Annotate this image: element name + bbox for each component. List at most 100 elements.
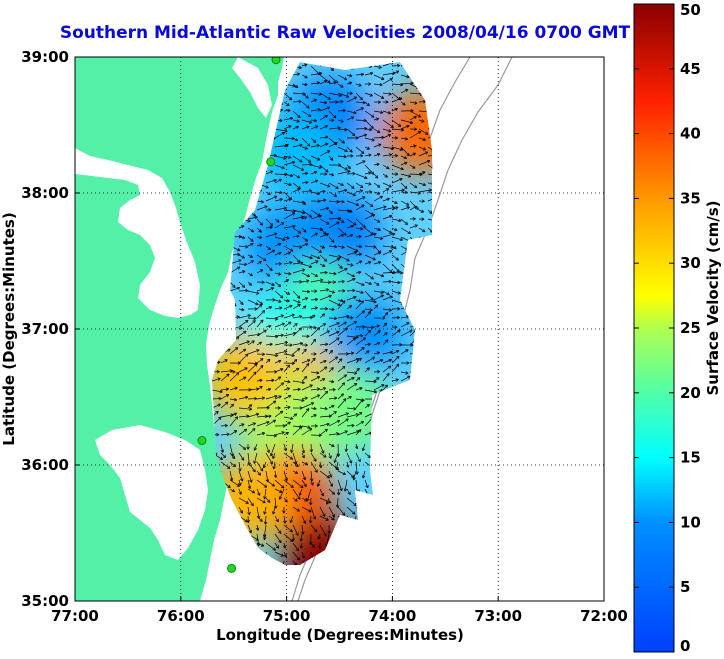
velocity-vector [337,83,344,88]
velocity-vector [373,370,381,374]
velocity-vector [418,199,425,203]
velocity-vector [301,506,312,513]
velocity-vector [337,279,345,284]
velocity-vector [289,515,294,524]
velocity-vector [283,212,296,220]
velocity-vector [355,334,364,338]
velocity-vector [247,340,255,346]
velocity-vector [355,189,364,193]
velocity-vector [319,313,326,319]
velocity-vector [328,404,335,409]
velocity-vector [391,218,402,223]
velocity-vector [301,428,313,436]
velocity-vector [391,177,403,184]
velocity-vector [337,245,345,249]
velocity-vector [418,209,424,213]
velocity-vector [364,329,372,337]
velocity-vector [352,470,357,481]
velocity-vector [319,342,329,347]
velocity-vector [337,119,344,123]
velocity-vector [310,289,318,293]
velocity-vector [391,146,404,151]
velocity-vector [309,443,314,453]
velocity-vector [343,479,348,492]
velocity-vector [301,396,308,400]
velocity-vector [256,358,264,364]
x-tick-label: 75:00 [263,607,311,625]
velocity-vector [391,206,399,211]
velocity-vector [355,260,363,265]
velocity-vector [220,452,227,459]
velocity-vector [427,146,432,152]
colorbar [633,3,675,653]
velocity-vector [427,218,432,223]
velocity-vector [310,394,321,400]
x-axis-label: Longitude (Degrees:Minutes) [216,626,464,644]
velocity-vector [319,366,328,373]
velocity-vector [355,234,362,239]
velocity-vector [283,524,293,533]
velocity-vector [247,272,254,277]
velocity-vector [400,146,410,157]
velocity-vector [310,170,318,175]
velocity-vector [409,164,416,169]
velocity-vector [212,389,223,394]
velocity-vector [319,125,328,130]
velocity-vector [283,379,291,384]
velocity-vector [247,497,254,507]
velocity-vector [400,329,413,337]
velocity-vector [263,533,267,541]
velocity-vector [247,488,256,494]
velocity-vector [319,233,329,238]
velocity-vector [346,288,356,293]
velocity-vector [355,377,361,382]
velocity-vector [301,110,312,117]
velocity-vector [212,377,221,382]
velocity-vector [229,416,238,427]
velocity-vector [229,452,236,459]
velocity-vector [355,196,366,202]
velocity-vector [336,488,341,496]
velocity-vector [229,488,235,493]
radar-station-marker [271,57,281,65]
x-tick-label: 76:00 [157,607,205,625]
velocity-vector [364,119,374,129]
velocity-vector [256,385,263,391]
velocity-vector [364,82,372,86]
velocity-vector [373,290,384,294]
velocity-vector [238,254,245,259]
velocity-vector [319,470,330,479]
velocity-vector [292,341,304,346]
velocity-vector [292,470,299,474]
velocity-vector [256,261,262,265]
velocity-vector [391,63,400,68]
velocity-vector [292,479,304,489]
velocity-vector [292,234,300,239]
velocity-vector [337,164,348,171]
velocity-vector [247,396,258,401]
velocity-vector [301,101,310,109]
x-tick-label: 77:00 [51,607,99,625]
velocity-vector [373,377,380,382]
velocity-vector [327,524,331,534]
velocity-vector [229,412,237,418]
velocity-vector [409,110,422,118]
velocity-vector [238,470,244,482]
velocity-vector [310,125,319,130]
velocity-vector [337,298,344,303]
velocity-vector [391,315,400,320]
velocity-vector [301,363,310,373]
velocity-vector [427,173,432,176]
velocity-vector [346,81,353,85]
velocity-vector [346,321,358,328]
velocity-vector [238,395,249,400]
velocity-vector [319,349,328,355]
velocity-vector [229,403,234,409]
velocity-vector [346,371,358,375]
velocity-vector [400,74,410,79]
velocity-vector [400,375,411,382]
velocity-vector [346,337,357,346]
velocity-vector [355,72,365,77]
velocity-vector [382,164,390,170]
velocity-vector [328,182,339,189]
